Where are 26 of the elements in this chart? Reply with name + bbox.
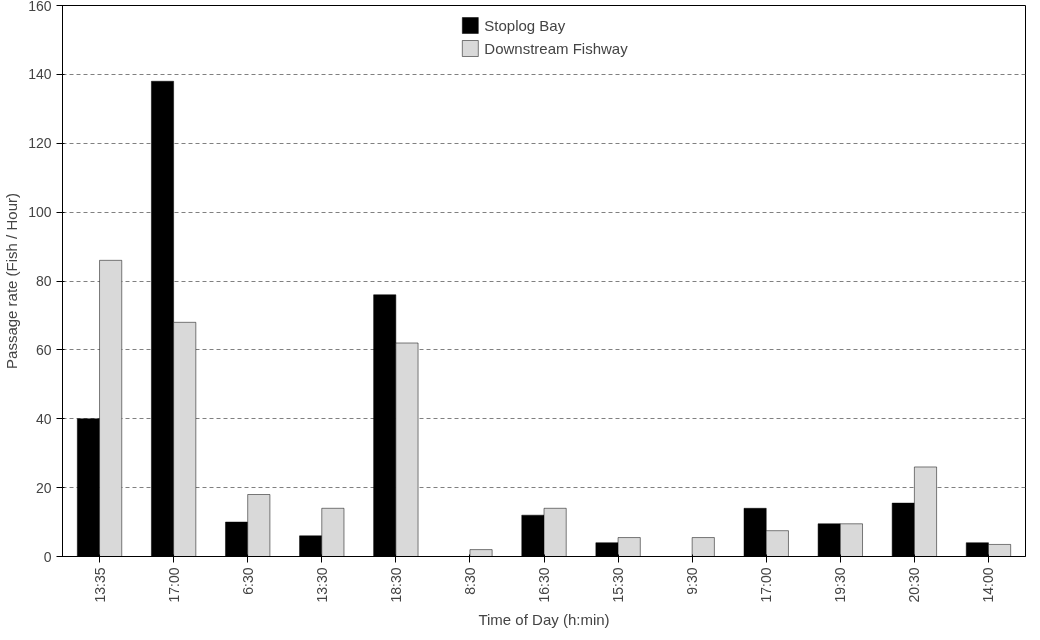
x-tick-label: 8:30	[461, 567, 478, 595]
x-tick-label: 19:30	[832, 567, 849, 603]
y-tick-label: 20	[35, 479, 52, 496]
x-tick-label: 13:30	[313, 567, 330, 603]
x-tick-label: 16:30	[536, 567, 552, 603]
x-tick-label: 17:00	[758, 567, 775, 603]
x-tick-label: 18:30	[387, 567, 404, 603]
x-tick-label: 9:30	[684, 567, 701, 595]
y-tick-label: 160	[28, 0, 52, 14]
y-tick-label: 60	[35, 341, 52, 358]
x-tick-label: 15:30	[610, 567, 627, 603]
y-tick-label: 40	[35, 410, 52, 427]
y-tick-label: 0	[43, 548, 52, 565]
legend-label: Stoplog Bay	[484, 16, 566, 34]
x-tick-label: 17:00	[165, 567, 182, 603]
x-tick-label: 13:35	[91, 567, 108, 603]
x-tick-label: 20:30	[906, 567, 923, 603]
y-tick-label: 120	[28, 135, 52, 152]
x-axis-title: Time of Day (h:min)	[478, 610, 610, 628]
y-tick-label: 80	[35, 273, 52, 289]
y-tick-label: 100	[28, 204, 52, 221]
legend-label: Downstream Fishway	[484, 39, 628, 57]
x-tick-label: 6:30	[239, 567, 256, 595]
x-tick-label: 14:00	[980, 567, 997, 603]
y-axis-title: Passage rate (Fish / Hour)	[3, 193, 21, 369]
y-tick-label: 140	[28, 66, 52, 83]
